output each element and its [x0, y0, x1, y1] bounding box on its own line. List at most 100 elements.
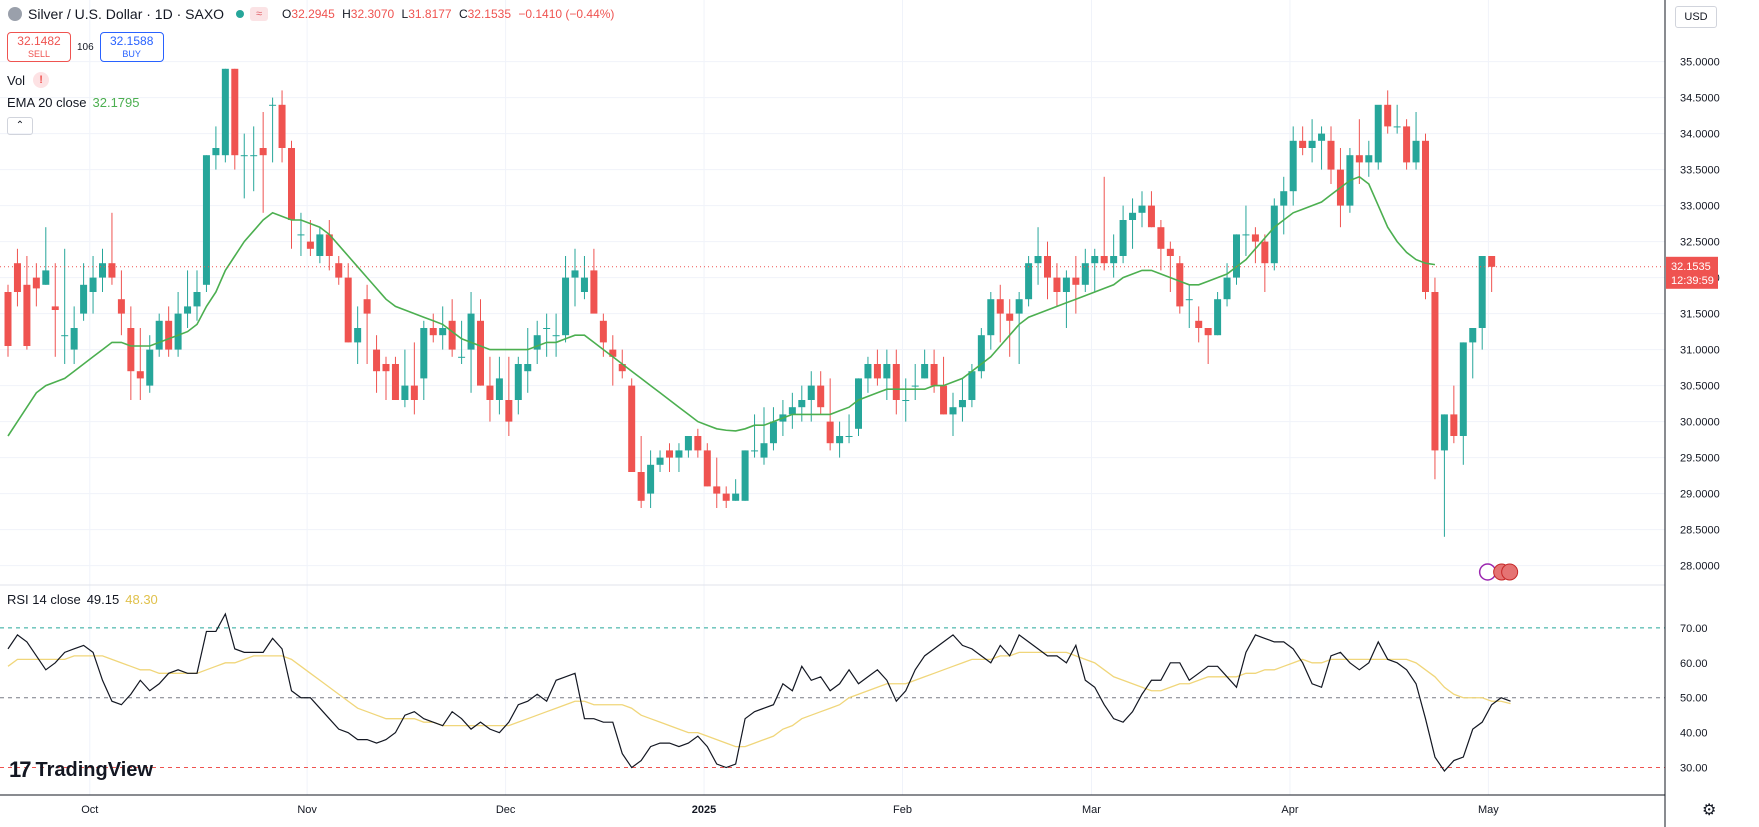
candle-body — [1081, 263, 1089, 285]
price-tick-label: 34.0000 — [1680, 129, 1720, 141]
candle-body — [769, 421, 777, 444]
candle-body — [1251, 234, 1259, 242]
candle-body — [1044, 256, 1051, 278]
currency-selector[interactable]: USD — [1675, 6, 1717, 28]
candle-body — [1053, 277, 1061, 292]
time-tick-label: Dec — [496, 804, 516, 816]
candle — [80, 263, 88, 321]
candle-body — [155, 320, 163, 350]
candle-body — [977, 335, 985, 372]
symbol-title[interactable]: Silver / U.S. Dollar · 1D · SAXO — [28, 6, 225, 22]
candle-body — [1403, 126, 1411, 163]
candle — [684, 436, 692, 458]
collapse-legend-icon[interactable]: ⌃ — [7, 117, 33, 135]
candle — [769, 407, 777, 451]
candle — [202, 155, 210, 292]
candle — [1195, 306, 1203, 343]
candle — [146, 335, 154, 393]
candle — [892, 349, 900, 415]
price-tick-label: 29.0000 — [1680, 489, 1720, 501]
candle-body — [117, 299, 125, 314]
candle — [1459, 342, 1467, 465]
price-tick-label: 31.0000 — [1680, 345, 1720, 357]
candle — [250, 126, 258, 192]
candle-body — [1299, 140, 1307, 148]
candle — [1062, 270, 1070, 328]
candle-body — [599, 320, 607, 343]
rsi-tick-label: 30.00 — [1680, 763, 1708, 775]
candle — [136, 328, 144, 400]
price-tick-label: 32.5000 — [1680, 237, 1720, 249]
candle-body — [1034, 256, 1042, 264]
ema-legend[interactable]: EMA 20 close 32.1795 — [7, 95, 140, 110]
price-tick-label: 33.5000 — [1680, 165, 1720, 177]
candle-body — [845, 436, 853, 437]
candle — [1110, 234, 1118, 278]
candle-body — [1166, 248, 1174, 256]
price-tick-label: 28.0000 — [1680, 561, 1720, 573]
warning-icon[interactable]: ! — [33, 72, 50, 88]
candle — [1204, 328, 1212, 364]
candle — [4, 284, 12, 357]
candle — [108, 212, 116, 285]
rsi-legend[interactable]: RSI 14 close 49.15 48.30 — [7, 592, 158, 607]
candle — [193, 270, 201, 321]
candle-body — [373, 349, 381, 372]
volume-legend[interactable]: Vol ! — [7, 72, 50, 88]
candle-body — [732, 493, 740, 501]
candle — [1138, 191, 1146, 228]
candle-body — [1147, 205, 1155, 228]
candle-body — [259, 148, 267, 156]
candle-body — [826, 421, 834, 444]
candle-body — [231, 68, 239, 156]
data-wave-icon[interactable]: ≈ — [250, 7, 269, 21]
candle-body — [684, 436, 692, 451]
candle — [902, 378, 910, 422]
candle-body — [429, 328, 437, 336]
sell-button[interactable]: 32.1482 SELL — [7, 32, 71, 62]
candle-body — [221, 68, 229, 156]
candle — [269, 97, 277, 163]
candle — [1242, 205, 1250, 256]
candle — [751, 414, 759, 458]
candle — [590, 248, 598, 314]
candle-body — [911, 385, 919, 387]
price-tick-label: 28.5000 — [1680, 525, 1720, 537]
candlestick-series — [4, 68, 1496, 537]
time-tick-label: Apr — [1281, 804, 1298, 816]
candle-body — [146, 349, 154, 386]
tradingview-logo[interactable]: 17 TradingView — [9, 757, 153, 782]
candle-body — [1280, 191, 1288, 206]
candle-body — [89, 277, 97, 292]
change-value: −0.1410 (−0.44%) — [518, 7, 615, 21]
candle — [873, 349, 881, 386]
candle — [99, 248, 106, 292]
candle-body — [666, 450, 673, 458]
candle — [221, 68, 229, 163]
buy-button[interactable]: 32.1588 BUY — [99, 32, 164, 62]
candle — [1403, 119, 1411, 170]
candle — [1251, 227, 1259, 264]
candle — [760, 407, 768, 465]
candle-body — [836, 436, 844, 444]
candle-body — [628, 385, 636, 472]
candle — [401, 349, 409, 408]
candle-body — [892, 364, 900, 400]
candle — [1015, 292, 1023, 364]
candle-body — [306, 241, 314, 249]
candle-body — [1365, 155, 1373, 163]
tradingview-logo-icon: 17 — [9, 757, 32, 782]
candle — [42, 227, 50, 285]
candle-body — [174, 313, 182, 350]
rsi-value: 49.15 — [86, 592, 120, 607]
candle — [1223, 263, 1231, 307]
candle — [184, 270, 192, 328]
candle — [1053, 263, 1061, 307]
candle-body — [1157, 227, 1165, 249]
candle-body — [1185, 299, 1193, 301]
settings-gear-icon[interactable]: ⚙ — [1702, 802, 1717, 819]
candle-body — [184, 306, 192, 314]
candle — [89, 256, 97, 314]
candle-body — [354, 328, 362, 343]
